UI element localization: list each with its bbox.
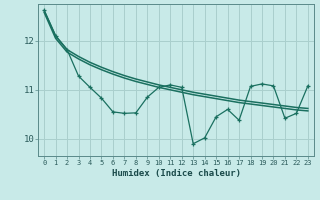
X-axis label: Humidex (Indice chaleur): Humidex (Indice chaleur)	[111, 169, 241, 178]
